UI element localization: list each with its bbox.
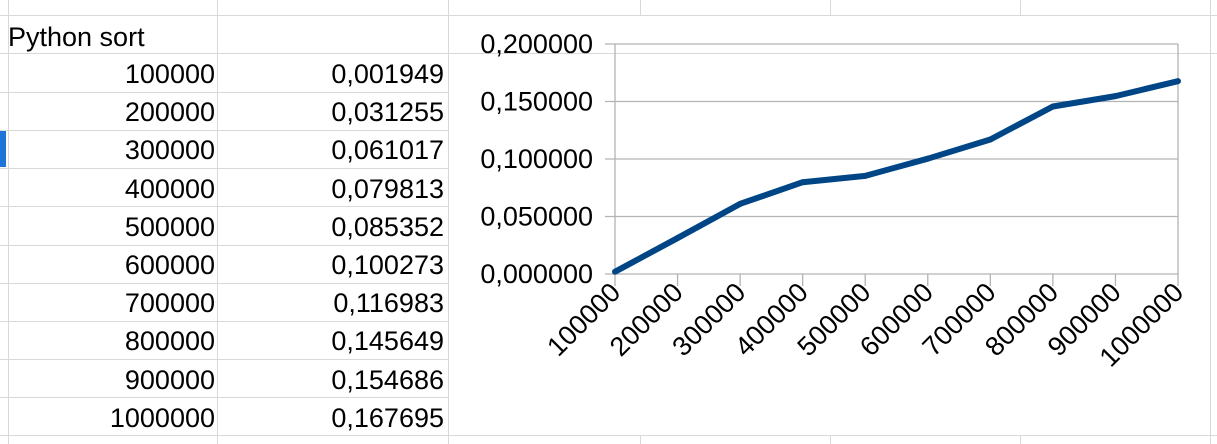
y-axis-tick-labels: 0,000000 0,050000 0,100000 0,150000 0,200000 xyxy=(480,29,593,289)
chart-series xyxy=(612,78,1181,275)
x-axis-tick-labels: 1000002000003000004000005000006000007000… xyxy=(541,277,1189,373)
cell-size-10[interactable]: 1000000 xyxy=(109,402,215,433)
cell-size-3[interactable]: 300000 xyxy=(124,135,215,166)
cell-size-9[interactable]: 900000 xyxy=(124,364,215,395)
y-tick-label: 0,150000 xyxy=(480,87,593,117)
cell-time-10[interactable]: 0,167695 xyxy=(331,402,444,433)
cell-size-5[interactable]: 500000 xyxy=(124,211,215,242)
cell-time-8[interactable]: 0,145649 xyxy=(331,326,444,357)
cell-size-4[interactable]: 400000 xyxy=(124,173,215,204)
y-tick-label: 0,200000 xyxy=(480,29,593,59)
cell-time-6[interactable]: 0,100273 xyxy=(331,250,444,280)
cell-size-1[interactable]: 100000 xyxy=(124,59,215,89)
cell-size-6[interactable]: 600000 xyxy=(124,250,215,280)
data-point xyxy=(924,155,931,162)
cell-size-8[interactable]: 800000 xyxy=(124,326,215,357)
data-point xyxy=(612,268,618,275)
y-tick-label: 0,100000 xyxy=(480,144,593,174)
sheet-title-cell[interactable]: Python sort xyxy=(8,22,145,52)
data-point xyxy=(862,172,869,179)
data-point xyxy=(737,200,744,207)
cell-time-1[interactable]: 0,001949 xyxy=(331,59,444,89)
data-point xyxy=(799,179,806,186)
data-point xyxy=(1112,93,1119,100)
data-point xyxy=(1049,103,1056,110)
cell-size-7[interactable]: 700000 xyxy=(124,288,215,319)
data-point xyxy=(1175,78,1181,85)
cell-time-3[interactable]: 0,061017 xyxy=(331,135,444,166)
cell-time-4[interactable]: 0,079813 xyxy=(331,173,444,204)
data-point xyxy=(987,136,994,143)
cell-time-7[interactable]: 0,116983 xyxy=(333,288,444,319)
y-tick-label: 0,050000 xyxy=(480,202,593,232)
chart-gridlines xyxy=(605,43,1178,275)
cell-size-2[interactable]: 200000 xyxy=(124,97,215,128)
series-line xyxy=(613,78,1179,275)
cell-time-9[interactable]: 0,154686 xyxy=(331,364,444,395)
cell-time-5[interactable]: 0,085352 xyxy=(331,211,444,242)
selected-row-marker xyxy=(0,131,6,167)
cell-time-2[interactable]: 0,031255 xyxy=(331,97,444,128)
data-point xyxy=(674,235,681,242)
y-tick-label: 0,000000 xyxy=(480,259,593,289)
